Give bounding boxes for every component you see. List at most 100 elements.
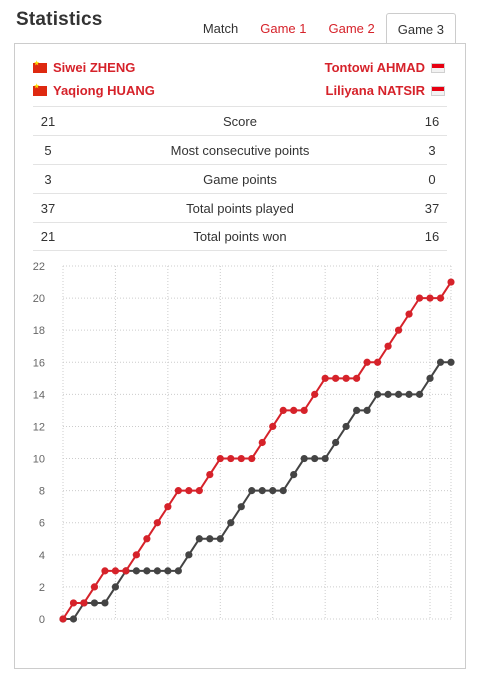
series-left-pair-point — [279, 406, 287, 415]
series-right-pair-point — [290, 470, 298, 479]
series-left-pair-point — [90, 583, 99, 591]
series-right-pair-point — [248, 487, 256, 495]
series-left-pair-point — [258, 438, 266, 447]
series-left-pair-point — [143, 535, 151, 543]
y-tick-label: 18 — [33, 325, 45, 337]
series-left-pair-point — [436, 294, 445, 302]
game-tabs: Match Game 1 Game 2 Game 3 — [192, 12, 456, 45]
y-tick-label: 8 — [39, 486, 45, 498]
left-player-1-name: Siwei ZHENG — [53, 60, 136, 75]
tab-game-1[interactable]: Game 1 — [260, 21, 307, 36]
series-right-pair-line — [63, 361, 451, 620]
right-player-2: Liliyana NATSIR — [326, 83, 445, 98]
series-right-pair-point — [394, 390, 403, 398]
series-right-pair-point — [373, 390, 382, 398]
series-left-pair-point — [111, 567, 120, 575]
players-block: Siwei ZHENG Yaqiong HUANG Tontowi AHMAD … — [33, 60, 445, 102]
series-right-pair-point — [311, 454, 319, 463]
left-player-2-name: Yaqiong HUANG — [53, 83, 155, 98]
stats-row-game-points: 3 Game points 0 — [33, 164, 447, 193]
right-player-1: Tontowi AHMAD — [325, 60, 445, 75]
series-left-pair-point — [206, 470, 214, 479]
stat-right-value: 0 — [428, 171, 436, 187]
y-tick-label: 14 — [33, 389, 45, 401]
statistics-header: Statistics Match Game 1 Game 2 Game 3 — [0, 0, 490, 45]
series-left-pair-point — [394, 326, 403, 334]
stat-left-value: 3 — [44, 171, 52, 187]
series-left-pair-point — [447, 278, 455, 286]
series-right-pair-point — [174, 567, 182, 575]
china-flag-icon — [33, 60, 47, 73]
series-right-pair-point — [279, 487, 287, 495]
series-left-pair-point — [415, 294, 424, 302]
y-tick-label: 2 — [39, 582, 45, 594]
series-right-pair-point — [206, 535, 214, 543]
series-left-pair-point — [321, 374, 329, 382]
stat-right-value: 16 — [424, 113, 440, 129]
series-left-pair-point — [373, 358, 382, 366]
indonesia-flag-icon — [431, 62, 445, 73]
stats-row-total-played: 37 Total points played 37 — [33, 193, 447, 222]
stat-right-value: 37 — [424, 200, 440, 216]
y-tick-label: 10 — [33, 454, 45, 466]
series-left-pair-point — [269, 422, 277, 431]
series-right-pair-point — [300, 454, 308, 463]
series-left-pair-point — [153, 519, 161, 527]
y-tick-label: 16 — [33, 357, 45, 369]
stat-left-value: 5 — [44, 142, 52, 158]
tab-game-2[interactable]: Game 2 — [328, 21, 375, 36]
series-left-pair-point — [384, 342, 392, 350]
indonesia-flag-icon — [431, 85, 445, 96]
stats-table: 21 Score 16 5 Most consecutive points 3 … — [33, 106, 447, 251]
series-right-pair-point — [415, 390, 424, 398]
series-right-pair-point — [195, 535, 203, 543]
y-tick-label: 0 — [39, 614, 45, 626]
y-tick-label: 22 — [33, 261, 45, 273]
series-left-pair-point — [227, 454, 235, 463]
series-left-pair-point — [290, 406, 298, 415]
series-left-pair-point — [237, 454, 245, 463]
series-left-pair-line — [62, 281, 452, 620]
series-right-pair-point — [332, 438, 340, 447]
series-right-pair-point — [405, 390, 413, 398]
series-right-pair-point — [185, 551, 193, 559]
series-right-pair-point — [164, 567, 172, 575]
y-tick-label: 4 — [39, 550, 45, 562]
series-left-pair-point — [216, 454, 224, 463]
tab-game-3[interactable]: Game 3 — [385, 13, 456, 45]
y-tick-label: 20 — [33, 293, 45, 305]
series-left-pair-point — [122, 567, 130, 575]
stats-row-total-won: 21 Total points won 16 — [33, 222, 447, 251]
series-right-pair-point — [101, 599, 109, 607]
series-right-pair-point — [342, 422, 350, 431]
china-flag-icon — [33, 83, 47, 96]
series-right-pair-point — [132, 567, 141, 575]
series-right-pair-point — [436, 358, 445, 366]
stat-label: Game points — [203, 171, 277, 187]
series-left-pair-point — [174, 487, 182, 495]
series-right-pair-point — [237, 503, 245, 511]
series-right-pair-point — [353, 406, 361, 415]
series-left-pair-point — [195, 487, 203, 495]
series-right-pair-point — [69, 615, 78, 623]
series-right-pair-point — [143, 567, 151, 575]
stat-label: Most consecutive points — [170, 142, 310, 158]
series-right-pair-point — [384, 390, 392, 398]
stats-row-most-consecutive: 5 Most consecutive points 3 — [33, 135, 447, 164]
series-left-pair-point — [353, 374, 361, 382]
tab-match[interactable]: Match — [202, 21, 239, 36]
points-progression-chart: 0 2 4 6 8 10 12 14 16 18 20 22 — [33, 261, 455, 626]
left-player-2: Yaqiong HUANG — [33, 83, 155, 98]
stat-right-value: 3 — [428, 142, 436, 158]
series-left-pair-point — [164, 503, 172, 511]
left-player-1: Siwei ZHENG — [33, 60, 135, 75]
series-left-pair-point — [426, 294, 434, 302]
series-left-pair-point — [132, 551, 141, 559]
series-left-pair-point — [101, 567, 109, 575]
stat-label: Total points won — [193, 229, 287, 244]
series-right-pair-point — [447, 358, 455, 366]
series-right-pair-point — [227, 519, 235, 527]
series-left-pair-point — [185, 487, 193, 495]
page-title: Statistics — [16, 9, 103, 30]
stats-row-score: 21 Score 16 — [33, 106, 447, 135]
